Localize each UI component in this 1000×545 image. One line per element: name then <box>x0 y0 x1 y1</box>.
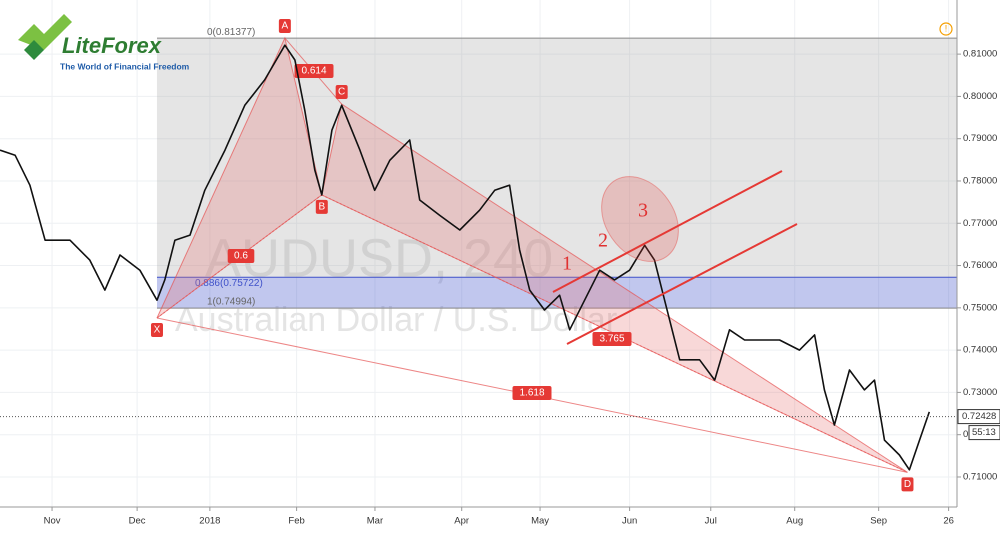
harmonic-pattern: X A B C D 0.6 0.614 1.618 3.765 <box>150 19 914 492</box>
x-tick-label: May <box>531 516 549 527</box>
x-tick-label: Jun <box>622 516 637 527</box>
y-tick-label: 0.79000 <box>963 133 997 144</box>
ratio-badge <box>512 386 552 400</box>
point-marker <box>150 322 163 337</box>
y-tick-label: 0.78000 <box>963 175 997 186</box>
x-tick-label: Apr <box>454 516 469 527</box>
ratio-badge <box>227 249 255 263</box>
last-price-label: 0.72428 <box>962 411 996 422</box>
point-marker <box>278 19 291 34</box>
logo-tagline: The World of Financial Freedom <box>60 61 190 71</box>
ratio-label: 3.765 <box>599 334 624 345</box>
logo-mark <box>18 14 72 50</box>
x-tick-label: Aug <box>786 516 803 527</box>
y-tick-label: 0.71000 <box>963 471 997 482</box>
point-marker <box>315 199 328 214</box>
logo-text: LiteForex <box>62 33 162 58</box>
price-line <box>0 44 931 471</box>
fib-levels: 0(0.81377) 0.886(0.75722) 1(0.74994) <box>156 27 958 309</box>
ratio-label: 0.614 <box>301 66 326 77</box>
ratio-label: 0.6 <box>234 251 248 262</box>
alert-icon-glyph: ! <box>945 23 948 33</box>
point-marker <box>901 477 914 492</box>
point-label: A <box>282 21 289 32</box>
y-tick-label: 0.75000 <box>963 302 997 313</box>
point-label: B <box>318 202 325 213</box>
countdown-label: 55:13 <box>972 427 996 438</box>
fib-label: 1(0.74994) <box>207 297 255 308</box>
fib-label: 0.886(0.75722) <box>195 278 263 289</box>
point-marker <box>335 85 348 100</box>
grid <box>0 0 957 507</box>
fib-zone <box>156 277 958 309</box>
fib-zone <box>156 38 958 278</box>
y-tick-label: 0.81000 <box>963 49 997 60</box>
ratio-label: 1.618 <box>519 388 544 399</box>
x-tick-label: Nov <box>44 516 61 527</box>
x-tick-label: Dec <box>129 516 146 527</box>
logo-mark <box>24 40 44 60</box>
price-line-group <box>0 44 957 471</box>
point-label: D <box>904 479 911 490</box>
ratio-badge <box>592 332 632 346</box>
x-tick-label: Mar <box>367 516 383 527</box>
last-price-tag <box>957 409 1000 425</box>
y-tick-label: 0.77000 <box>963 218 997 229</box>
point-label: X <box>154 325 161 336</box>
countdown-tag <box>968 425 1000 441</box>
channel-line <box>552 170 783 293</box>
axes: 0.710000.720000.730000.740000.750000.760… <box>0 0 1000 527</box>
wave-label: 3 <box>638 200 648 222</box>
logo: LiteForex The World of Financial Freedom <box>18 14 190 71</box>
y-tick-label: 0.74000 <box>963 345 997 356</box>
wave-label: 2 <box>598 230 608 252</box>
x-tick-label: 2018 <box>199 516 220 527</box>
x-tick-label: 26 <box>943 516 954 527</box>
y-tick-label: 0.73000 <box>963 387 997 398</box>
highlight-ellipse <box>601 176 679 262</box>
x-tick-label: Sep <box>870 516 887 527</box>
alert-icon[interactable] <box>939 22 953 36</box>
wave-label: 1 <box>562 253 572 275</box>
y-tick-label: 0.80000 <box>963 91 997 102</box>
x-tick-label: Jul <box>705 516 717 527</box>
y-tick-label: 0.76000 <box>963 260 997 271</box>
fib-label: 0(0.81377) <box>207 27 255 38</box>
x-tick-label: Feb <box>288 516 304 527</box>
channel-line <box>566 223 798 345</box>
ratio-badge <box>294 64 334 78</box>
point-label: C <box>338 87 345 98</box>
channel: 1 2 3 <box>552 170 798 345</box>
